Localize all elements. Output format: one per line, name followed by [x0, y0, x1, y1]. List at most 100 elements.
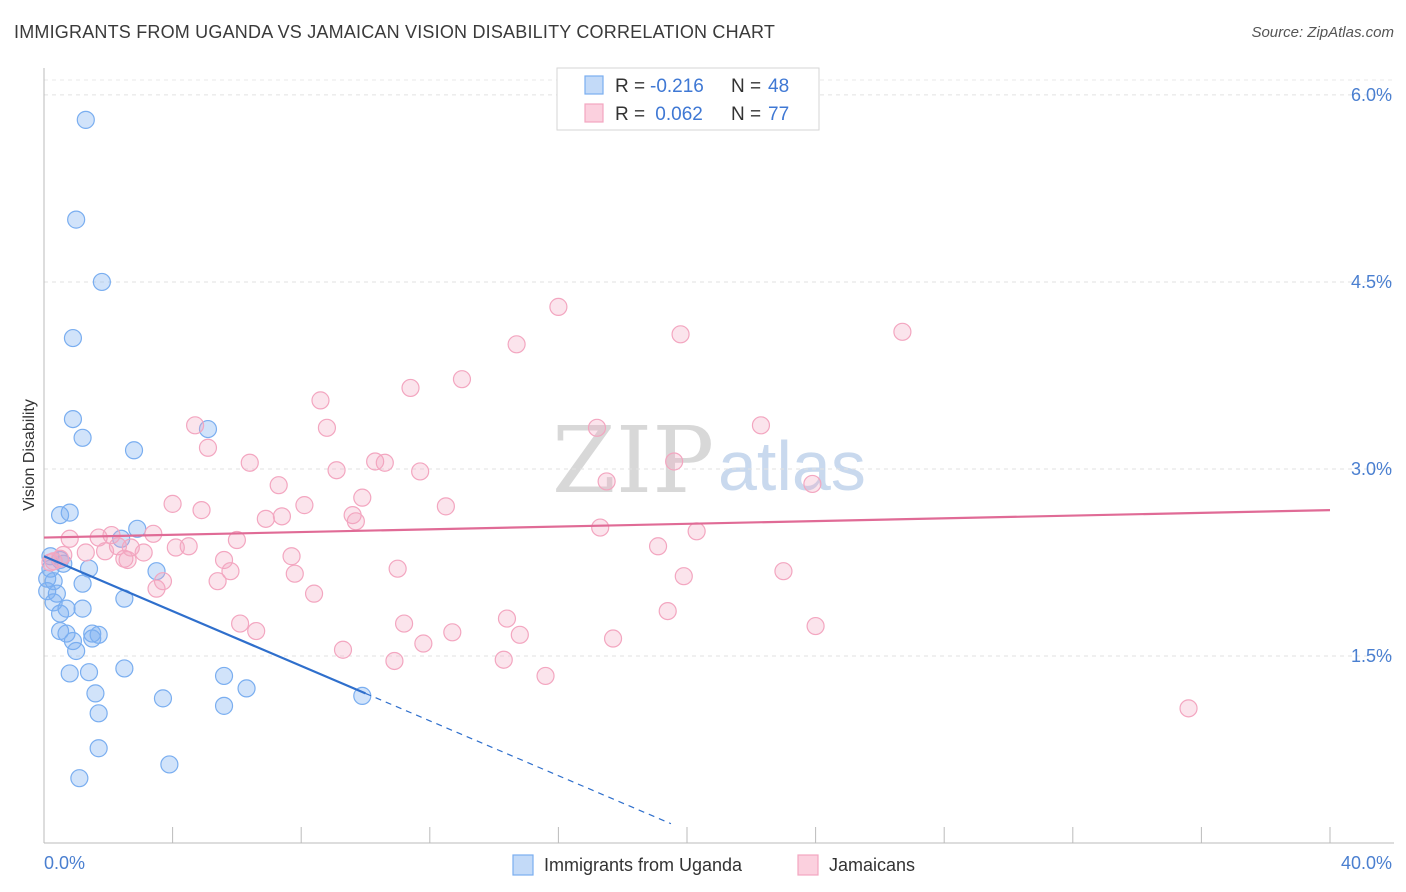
jamaicans-point	[354, 489, 371, 506]
jamaicans-point	[312, 392, 329, 409]
jamaicans-point	[402, 379, 419, 396]
legend-n-label-jamaicans: N =	[731, 104, 761, 125]
trend-lines	[44, 510, 1330, 824]
jamaicans-point	[193, 502, 210, 519]
uganda-point	[116, 660, 133, 677]
jamaicans-point	[347, 513, 364, 530]
jamaicans-point	[273, 508, 290, 525]
jamaicans-point	[444, 624, 461, 641]
uganda-point	[126, 442, 143, 459]
jamaicans-point	[775, 563, 792, 580]
jamaicans-point	[334, 641, 351, 658]
jamaicans-point	[232, 615, 249, 632]
jamaicans-point	[145, 525, 162, 542]
uganda-point	[64, 411, 81, 428]
jamaicans-point	[248, 623, 265, 640]
jamaicans-point	[77, 544, 94, 561]
grid-lines	[44, 80, 1394, 656]
jamaicans-point	[605, 630, 622, 647]
jamaicans-point	[164, 495, 181, 512]
jamaicans-point	[598, 473, 615, 490]
jamaicans-point	[588, 419, 605, 436]
jamaicans-point	[672, 326, 689, 343]
watermark-atlas: atlas	[718, 427, 866, 505]
uganda-point	[64, 330, 81, 347]
jamaicans-point	[752, 417, 769, 434]
jamaicans-point	[1180, 700, 1197, 717]
legend-top: R = -0.216 N = 48 R = 0.062 N = 77	[557, 68, 819, 130]
jamaicans-point	[508, 336, 525, 353]
jamaicans-point	[209, 573, 226, 590]
bottom-legend-label-jamaicans: Jamaicans	[829, 855, 915, 875]
uganda-point	[238, 680, 255, 697]
jamaicans-point	[148, 580, 165, 597]
uganda-point	[90, 705, 107, 722]
uganda-point	[74, 575, 91, 592]
jamaicans-point	[270, 477, 287, 494]
jamaicans-point	[61, 530, 78, 547]
jamaicans-point	[437, 498, 454, 515]
uganda-point	[154, 690, 171, 707]
y-axis-label: Vision Disability	[21, 399, 38, 511]
jamaicans-point	[804, 475, 821, 492]
jamaicans-point	[296, 497, 313, 514]
uganda-point	[61, 665, 78, 682]
jamaicans-point	[453, 371, 470, 388]
uganda-point	[87, 685, 104, 702]
uganda-point	[90, 740, 107, 757]
jamaicans-point	[199, 439, 216, 456]
uganda-point	[71, 770, 88, 787]
x-tick-label-min: 0.0%	[44, 853, 85, 873]
x-tick-label-max: 40.0%	[1341, 853, 1392, 873]
jamaicans-point	[257, 510, 274, 527]
jamaicans-point	[688, 523, 705, 540]
y-tick-label: 1.5%	[1351, 646, 1392, 666]
jamaicans-point	[376, 454, 393, 471]
uganda-point	[52, 507, 69, 524]
uganda-point	[52, 605, 69, 622]
jamaicans-point	[650, 538, 667, 555]
bottom-legend-swatch-uganda	[513, 855, 533, 875]
jamaicans-point	[286, 565, 303, 582]
legend-n-value-uganda: 48	[768, 76, 789, 97]
jamaicans-point	[415, 635, 432, 652]
uganda-point	[74, 600, 91, 617]
uganda-point	[68, 211, 85, 228]
jamaicans-point	[180, 538, 197, 555]
uganda-trend-extension	[366, 693, 671, 823]
jamaicans-point	[386, 652, 403, 669]
jamaicans-point	[318, 419, 335, 436]
jamaicans-point	[675, 568, 692, 585]
y-tick-label: 3.0%	[1351, 459, 1392, 479]
legend-r-label-uganda: R =	[615, 76, 645, 97]
jamaicans-point	[511, 626, 528, 643]
uganda-point	[93, 273, 110, 290]
uganda-point	[216, 667, 233, 684]
jamaicans-point	[328, 462, 345, 479]
jamaicans-point	[187, 417, 204, 434]
jamaicans-point	[119, 551, 136, 568]
jamaicans-point	[659, 603, 676, 620]
jamaicans-point	[807, 618, 824, 635]
legend-r-label-jamaicans: R =	[615, 104, 645, 125]
jamaicans-point	[666, 453, 683, 470]
legend-r-value-jamaicans: 0.062	[650, 104, 703, 125]
uganda-point	[77, 111, 94, 128]
jamaicans-point	[592, 519, 609, 536]
jamaicans-point	[412, 463, 429, 480]
x-ticks	[44, 827, 1330, 843]
uganda-point	[74, 429, 91, 446]
y-tick-label: 4.5%	[1351, 272, 1392, 292]
legend-swatch-jamaicans	[585, 104, 603, 122]
jamaicans-point	[135, 544, 152, 561]
jamaicans-point	[283, 548, 300, 565]
jamaicans-point	[396, 615, 413, 632]
jamaicans-point	[894, 323, 911, 340]
jamaicans-point	[550, 298, 567, 315]
jamaicans-point	[241, 454, 258, 471]
jamaicans-trend-line	[44, 510, 1330, 537]
jamaicans-point	[537, 667, 554, 684]
y-tick-label: 6.0%	[1351, 85, 1392, 105]
uganda-point	[81, 664, 98, 681]
